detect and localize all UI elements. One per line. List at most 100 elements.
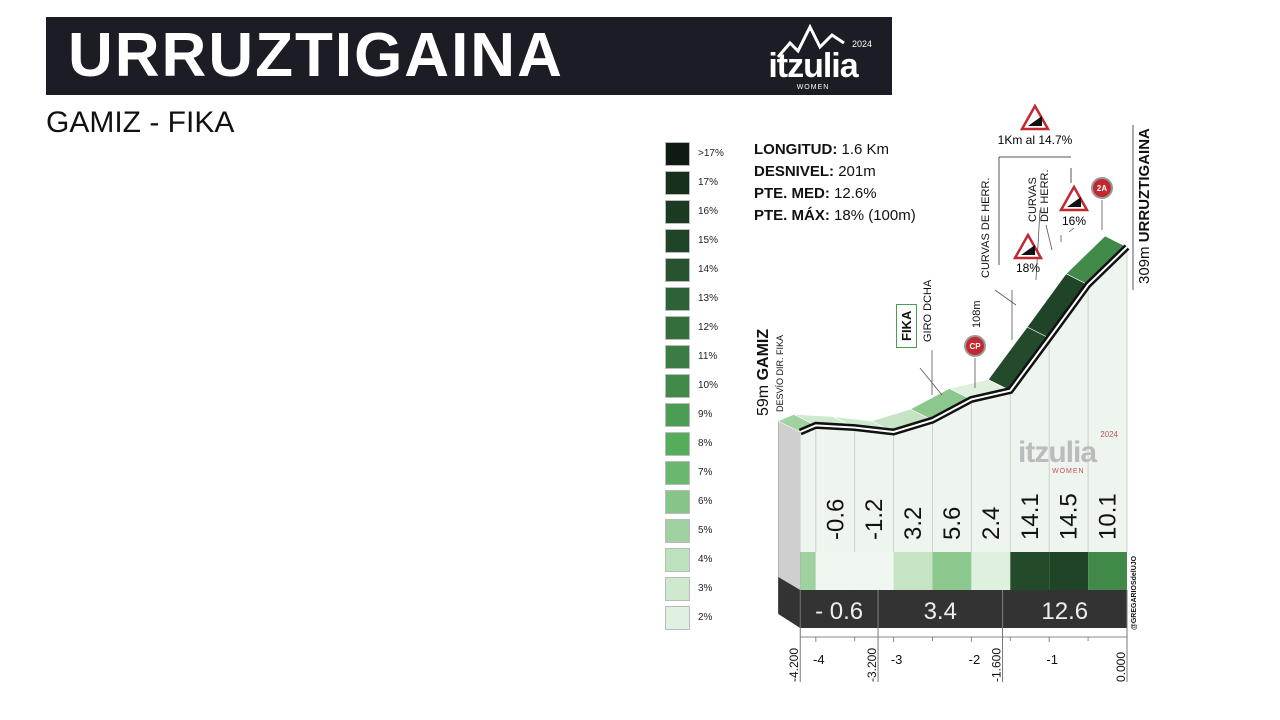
grade-band: [971, 552, 1011, 590]
axis-tick-label: -2: [969, 652, 981, 667]
legend-swatch: [665, 606, 690, 630]
segment-grade-label: 3.2: [900, 507, 927, 540]
legend-swatch: [665, 403, 690, 427]
grade-band: [893, 552, 933, 590]
leader-line: [1045, 224, 1053, 251]
legend-label: 6%: [698, 496, 713, 507]
axis-tick-label: -4: [813, 652, 825, 667]
steep-warning-icon-slope: [1021, 245, 1035, 255]
giro-label: GIRO DCHA: [922, 279, 934, 342]
legend-swatch: [665, 519, 690, 543]
distance-mark-label: 0.000: [1114, 652, 1128, 682]
leader-line: [994, 289, 1017, 306]
profile-area: [800, 247, 1127, 552]
curvas-line-1: CURVAS: [1027, 177, 1039, 222]
stat-row: DESNIVEL: 201m: [754, 161, 916, 183]
legend-label: 2%: [698, 612, 713, 623]
legend-item: 5%: [665, 519, 755, 544]
stat-value: 1.6 Km: [841, 141, 890, 158]
grade-band: [800, 552, 816, 590]
stat-label: DESNIVEL:: [754, 163, 835, 180]
axis-tick-label: -1: [1046, 652, 1058, 667]
start-altitude: 59m: [755, 384, 772, 416]
curvas-label-1: CURVAS DE HERR.: [980, 177, 992, 278]
legend-label: 9%: [698, 409, 713, 420]
legend-swatch: [665, 345, 690, 369]
grade-band: [932, 552, 972, 590]
legend-label: 15%: [698, 235, 719, 246]
stat-value: 12.6%: [834, 185, 877, 202]
stat-value: 18% (100m): [834, 207, 916, 224]
legend-label: 3%: [698, 583, 713, 594]
legend-item: 9%: [665, 403, 755, 428]
distance-mark-label: -4.200: [787, 648, 801, 682]
stat-row: PTE. MÁX: 18% (100m): [754, 205, 916, 227]
legend-label: 10%: [698, 380, 719, 391]
stat-row: PTE. MED: 12.6%: [754, 183, 916, 205]
legend-item: 7%: [665, 461, 755, 486]
legend-item: 10%: [665, 374, 755, 399]
legend-swatch: [665, 258, 690, 282]
fika-label: FIKA: [896, 303, 917, 348]
legend-swatch: [665, 316, 690, 340]
watermark-logo: itzulia 2024 WOMEN: [1018, 430, 1118, 478]
curvas-line-2: DE HERR.: [1039, 169, 1051, 222]
legend-swatch: [665, 142, 690, 166]
legend-swatch: [665, 200, 690, 224]
legend-item: 3%: [665, 577, 755, 602]
legend-label: 16%: [698, 206, 719, 217]
cp-mountain-icon: [964, 335, 986, 357]
legend-label: 7%: [698, 467, 713, 478]
steep-18-label: 18%: [1015, 261, 1041, 275]
km-steep-label: 1Km al 14.7%: [997, 133, 1073, 147]
section-grade-label: - 0.6: [815, 598, 863, 625]
grade-band: [1049, 552, 1089, 590]
summit-name: URRUZTIGAINA: [1136, 128, 1153, 243]
legend-label: 4%: [698, 554, 713, 565]
legend-label: 14%: [698, 264, 719, 275]
start-name: GAMIZ: [755, 328, 772, 381]
grade-band: [854, 552, 894, 590]
legend-item: 4%: [665, 548, 755, 573]
cp-mountain-icon-text: CP: [969, 342, 981, 351]
segment-grade-label: 5.6: [939, 507, 966, 540]
legend-item: 2%: [665, 606, 755, 631]
legend-item: 12%: [665, 316, 755, 341]
grade-band: [1088, 552, 1127, 590]
segment-grade-label: -0.6: [822, 499, 849, 540]
grade-band: [1010, 552, 1050, 590]
legend-swatch: [665, 461, 690, 485]
legend-item: 8%: [665, 432, 755, 457]
legend-item: 16%: [665, 200, 755, 225]
steep-warning-icon-slope: [1028, 116, 1042, 126]
legend-item: 15%: [665, 229, 755, 254]
start-label: 59m GAMIZ: [755, 329, 773, 416]
distance-mark-label: -1.600: [990, 648, 1004, 682]
logo-sub: WOMEN: [796, 84, 830, 91]
climb-stats: LONGITUD: 1.6 Km DESNIVEL: 201m PTE. MED: …: [754, 139, 916, 227]
legend-label: 8%: [698, 438, 713, 449]
legend-item: 13%: [665, 287, 755, 312]
category-2a-mountain-icon: [1091, 177, 1113, 199]
steep-16-label: 16%: [1061, 214, 1087, 228]
legend-label: 17%: [698, 177, 719, 188]
road-centerline: [799, 246, 1128, 434]
grade-band: [815, 552, 855, 590]
page-title: URRUZTIGAINA: [68, 21, 564, 90]
legend-swatch: [665, 287, 690, 311]
legend-swatch: [665, 490, 690, 514]
start-note: DESVÍO DIR. FIKA: [775, 334, 785, 412]
page-subtitle: GAMIZ - FIKA: [46, 106, 235, 139]
legend-item: 11%: [665, 345, 755, 370]
segment-grade-label: 14.1: [1017, 493, 1044, 540]
section-bar: [800, 590, 1127, 628]
segment-grade-label: 10.1: [1095, 493, 1122, 540]
segment-grade-label: 14.5: [1056, 493, 1083, 540]
mountain-icon: [776, 23, 845, 58]
legend-label: 5%: [698, 525, 713, 536]
legend-label: 11%: [698, 351, 718, 362]
credit-label: @GREGARIOSdelUJO: [1131, 555, 1138, 630]
summit-label: 309m URRUZTIGAINA: [1136, 128, 1153, 284]
section-grade-label: 12.6: [1041, 598, 1088, 625]
